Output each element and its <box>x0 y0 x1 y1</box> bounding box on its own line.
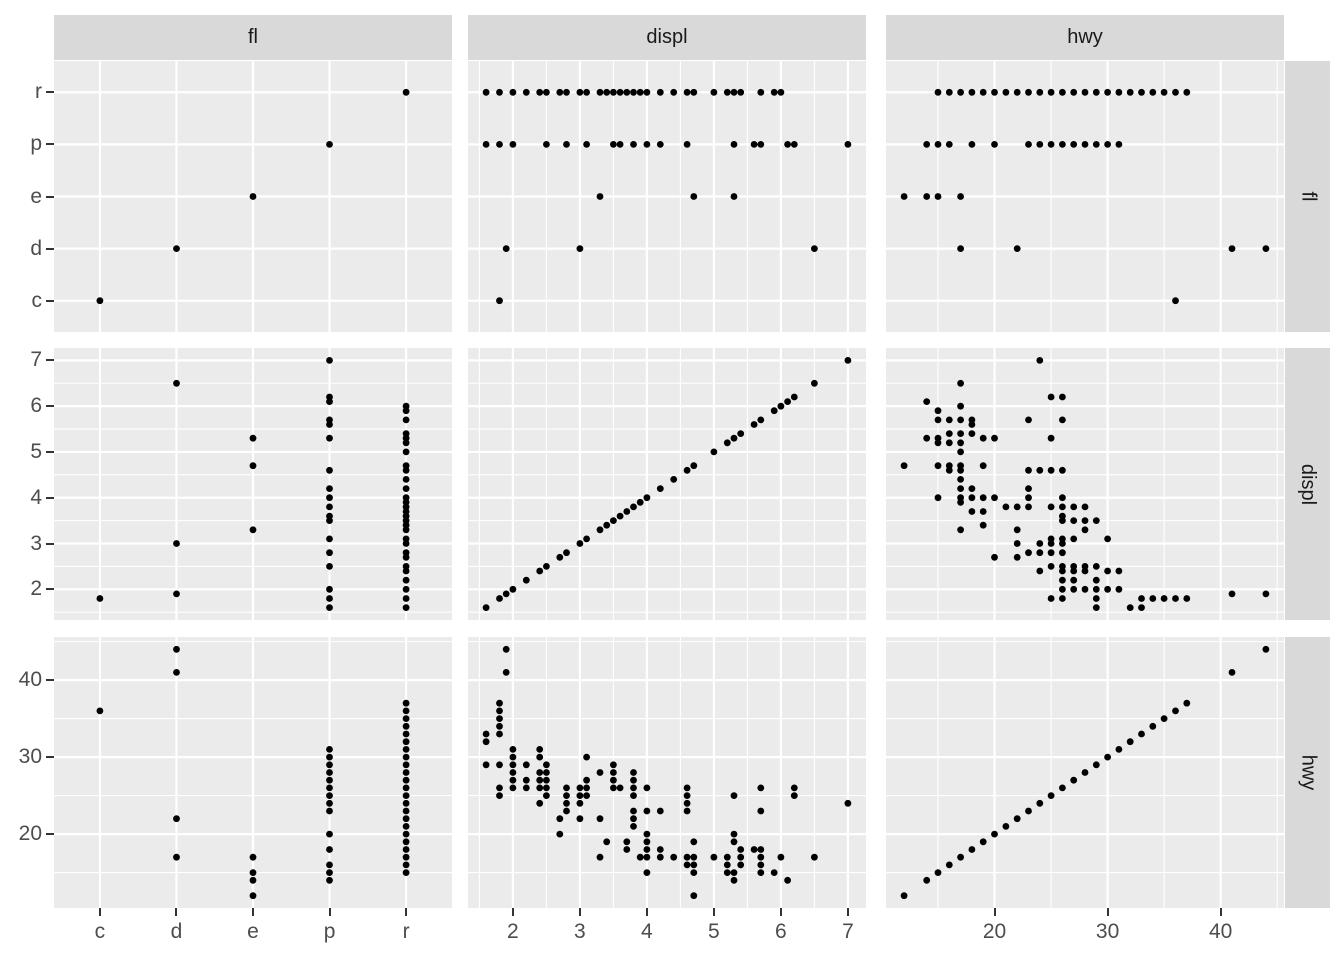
x-tick-mark <box>511 908 514 916</box>
y-tick-label: 20 <box>18 822 42 846</box>
x-tick-mark <box>993 908 996 916</box>
x-tick-label: 4 <box>641 920 653 943</box>
y-tick-mark <box>46 247 54 250</box>
x-tick-label: 5 <box>708 920 720 943</box>
y-tick-mark <box>46 299 54 302</box>
panel-displ-fl <box>54 348 452 620</box>
facet-col-label: hwy <box>1067 26 1103 48</box>
gridlines <box>468 348 866 620</box>
points <box>900 357 1270 611</box>
y-tick-label: 30 <box>18 745 42 769</box>
facet-row-strip-displ: displ <box>1285 348 1330 620</box>
points <box>482 357 852 611</box>
x-tick-label: c <box>94 920 106 943</box>
y-tick-mark <box>46 91 54 94</box>
x-tick-label: r <box>402 920 410 943</box>
x-tick-mark <box>175 908 178 916</box>
panel-displ-hwy <box>886 348 1284 620</box>
y-tick-mark <box>46 143 54 146</box>
panel-hwy-fl <box>54 637 452 908</box>
y-tick-mark <box>46 588 54 591</box>
x-tick-mark <box>578 908 581 916</box>
y-tick-mark <box>46 195 54 198</box>
x-tick-mark <box>712 908 715 916</box>
facet-col-strip-fl: fl <box>54 15 452 60</box>
gridlines <box>468 61 866 332</box>
facet-row-strip-fl: fl <box>1285 61 1330 332</box>
facet-col-strip-displ: displ <box>468 15 866 60</box>
x-tick-mark <box>328 908 331 916</box>
x-tick-label: 20 <box>982 920 1007 943</box>
panel-fl-hwy <box>886 61 1284 332</box>
x-tick-mark <box>846 908 849 916</box>
x-tick-label: 6 <box>775 920 787 943</box>
y-tick-mark <box>46 496 54 499</box>
points <box>96 88 410 305</box>
x-tick-label: 40 <box>1208 920 1233 943</box>
y-tick-mark <box>46 542 54 545</box>
points <box>900 645 1270 900</box>
panel-hwy-displ <box>468 637 866 908</box>
x-tick-mark <box>779 908 782 916</box>
y-tick-label: 3 <box>30 531 42 555</box>
y-tick-mark <box>46 450 54 453</box>
x-tick-mark <box>252 908 254 916</box>
x-tick-mark <box>405 908 408 916</box>
y-tick-label: 5 <box>30 439 42 463</box>
y-tick-label: 6 <box>30 394 42 418</box>
y-tick-label: e <box>30 184 42 208</box>
facet-row-label: fl <box>1297 191 1319 202</box>
y-tick-label: 40 <box>18 668 42 692</box>
y-tick-mark <box>46 756 54 759</box>
x-tick-label: 7 <box>842 920 854 943</box>
x-tick-mark <box>98 908 101 916</box>
gridlines <box>54 348 452 620</box>
y-tick-mark <box>46 833 54 836</box>
x-tick-label: 30 <box>1095 920 1120 943</box>
x-tick-label: 3 <box>574 920 586 943</box>
x-tick-label: p <box>323 920 336 943</box>
panel-displ-displ <box>468 348 866 620</box>
y-tick-label: 2 <box>30 577 42 601</box>
points <box>900 88 1270 305</box>
facet-row-strip-hwy: hwy <box>1285 637 1330 908</box>
facet-col-label: displ <box>646 26 688 48</box>
y-tick-mark <box>46 405 54 408</box>
points <box>96 357 410 611</box>
y-tick-label: d <box>30 236 42 260</box>
y-tick-label: r <box>35 80 42 104</box>
y-tick-label: 4 <box>30 485 42 509</box>
facet-col-strip-hwy: hwy <box>886 15 1284 60</box>
facet-row-label: displ <box>1296 463 1319 505</box>
points <box>482 645 852 900</box>
x-tick-label: 2 <box>507 920 519 943</box>
y-tick-label: 7 <box>30 348 42 372</box>
y-tick-mark <box>46 679 54 682</box>
x-tick-label: e <box>247 920 259 943</box>
gridlines <box>886 61 1284 332</box>
points <box>482 88 852 305</box>
y-tick-label: c <box>31 288 43 312</box>
x-tick-mark <box>1219 908 1222 916</box>
facet-col-label: fl <box>248 26 258 48</box>
gridlines <box>886 637 1284 908</box>
y-tick-label: p <box>30 132 42 156</box>
x-tick-mark <box>1106 908 1109 916</box>
panel-fl-displ <box>468 61 866 332</box>
panel-fl-fl <box>54 61 452 332</box>
y-tick-mark <box>46 359 54 362</box>
panel-hwy-hwy <box>886 637 1284 908</box>
points <box>96 645 410 900</box>
x-tick-label: d <box>170 920 183 943</box>
facet-row-label: hwy <box>1296 754 1319 791</box>
gridlines <box>886 348 1284 620</box>
x-tick-mark <box>645 908 648 916</box>
